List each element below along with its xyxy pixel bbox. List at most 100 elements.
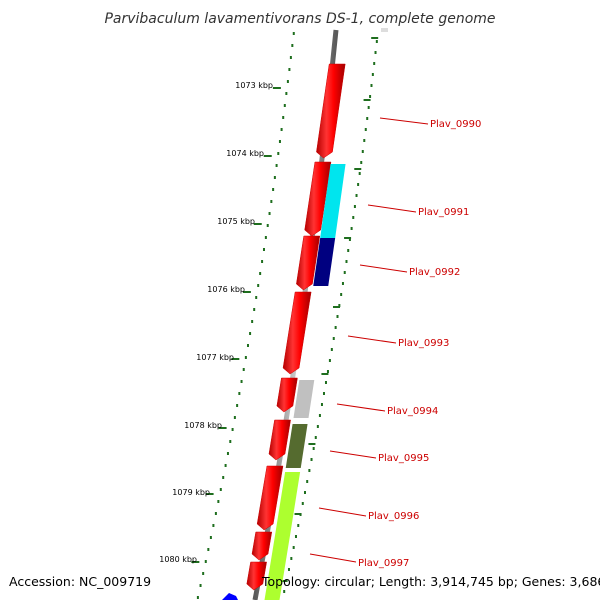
ring-dot [320, 403, 323, 406]
forward-gene-arrow[interactable] [251, 531, 273, 561]
ring-dot [343, 271, 346, 274]
ring-dot [217, 500, 220, 503]
ring-dot [209, 536, 212, 539]
reverse-gene-block[interactable] [313, 238, 336, 286]
gene-callouts [309, 117, 429, 563]
tick-label-1079: 1079 kbp [172, 488, 210, 497]
forward-gene-arrow[interactable] [268, 419, 291, 461]
forward-gene-arrow[interactable] [296, 235, 321, 291]
gene-labels: Plav_0990 Plav_0991 Plav_0992 Plav_0993 … [358, 119, 481, 569]
ring-dot [226, 452, 229, 455]
ring-dot [207, 548, 210, 551]
forward-gene-arrow[interactable] [316, 63, 346, 159]
ring-dot [204, 560, 207, 563]
callout-line [309, 553, 357, 563]
ring-dot [301, 502, 304, 505]
ring-dot [262, 248, 265, 251]
forward-gene-arrow[interactable] [276, 377, 298, 413]
ring-dot [246, 344, 249, 347]
ring-dot [371, 73, 374, 76]
ring-dot [314, 436, 317, 439]
gene-label-plav-0994[interactable]: Plav_0994 [387, 406, 438, 417]
ring-dot [364, 128, 367, 131]
ring-dot [280, 128, 283, 131]
minor-tick [308, 443, 316, 445]
ring-dot [360, 161, 363, 164]
callout-line [329, 450, 377, 459]
ring-dot [214, 512, 217, 515]
forward-gene-arrow[interactable] [246, 561, 267, 591]
reverse-strand-genes [264, 164, 346, 600]
ring-dot [357, 183, 360, 186]
ring-dot [347, 249, 350, 252]
ring-dot [361, 150, 364, 153]
ring-dot [291, 44, 294, 47]
forward-gene-arrow[interactable] [256, 465, 284, 531]
reverse-gene-block[interactable] [293, 380, 315, 418]
ring-dot [255, 296, 258, 299]
reverse-gene-block[interactable] [264, 534, 291, 600]
tick-label-1074: 1074 kbp [226, 149, 264, 158]
minor-tick [280, 580, 288, 582]
major-tick [272, 87, 281, 89]
ring-dot [336, 315, 339, 318]
ring-dot [324, 381, 327, 384]
gene-label-plav-0996[interactable]: Plav_0996 [368, 511, 419, 522]
ring-dot [332, 337, 335, 340]
ring-dot [328, 359, 331, 362]
forward-gene-arrow[interactable] [282, 291, 312, 375]
forward-gene-arrow[interactable] [304, 161, 332, 237]
ring-dot [219, 488, 222, 491]
ring-dot [297, 524, 300, 527]
ring-dot [259, 272, 262, 275]
major-tick [231, 358, 240, 360]
ring-dot [229, 440, 232, 443]
ring-dot [224, 464, 227, 467]
ring-dot [244, 356, 247, 359]
ring-dot [275, 164, 278, 167]
ring-dot [277, 152, 280, 155]
ring-dot [196, 596, 199, 599]
ring-dot [289, 56, 292, 59]
gene-label-plav-0990[interactable]: Plav_0990 [430, 119, 481, 130]
ring-dot [348, 238, 351, 241]
reverse-gene-block[interactable] [320, 164, 346, 238]
ring-dot [318, 414, 321, 417]
minor-tick [344, 237, 352, 239]
ring-dot [292, 546, 295, 549]
gene-label-plav-0995[interactable]: Plav_0995 [378, 453, 429, 464]
ring-dot [240, 380, 243, 383]
ring-dot [283, 104, 286, 107]
ring-dot [366, 117, 369, 120]
ring-dot [355, 194, 358, 197]
ring-dot [286, 80, 289, 83]
accession-text: Accession: NC_009719 [9, 574, 151, 589]
ring-dot [340, 293, 343, 296]
tick-labels: 1073 kbp 1074 kbp 1075 kbp 1076 kbp 1077… [159, 81, 273, 564]
ring-dot [353, 205, 356, 208]
ring-dot [253, 308, 256, 311]
tick-label-1080: 1080 kbp [159, 555, 197, 564]
ring-dot [341, 282, 344, 285]
gene-label-plav-0992[interactable]: Plav_0992 [409, 267, 460, 278]
gene-label-plav-0991[interactable]: Plav_0991 [418, 207, 469, 218]
ring-dot [233, 416, 236, 419]
major-tick [242, 291, 251, 293]
gene-label-plav-0993[interactable]: Plav_0993 [398, 338, 449, 349]
ring-dot [330, 348, 333, 351]
ring-dot [358, 172, 361, 175]
tick-label-1078: 1078 kbp [184, 421, 222, 430]
tick-marks [191, 37, 379, 582]
ring-dot [352, 216, 355, 219]
ring-dot [312, 447, 315, 450]
ring-dot [303, 491, 306, 494]
gene-label-plav-0997[interactable]: Plav_0997 [358, 558, 409, 569]
reverse-gene-block[interactable] [285, 424, 308, 468]
ring-dot [268, 212, 271, 215]
reverse-gene-block[interactable] [275, 472, 301, 534]
minor-tick [294, 513, 302, 515]
ring-dot [202, 572, 205, 575]
callout-line [367, 204, 417, 213]
ring-dot [273, 176, 276, 179]
ring-dot [375, 40, 378, 43]
